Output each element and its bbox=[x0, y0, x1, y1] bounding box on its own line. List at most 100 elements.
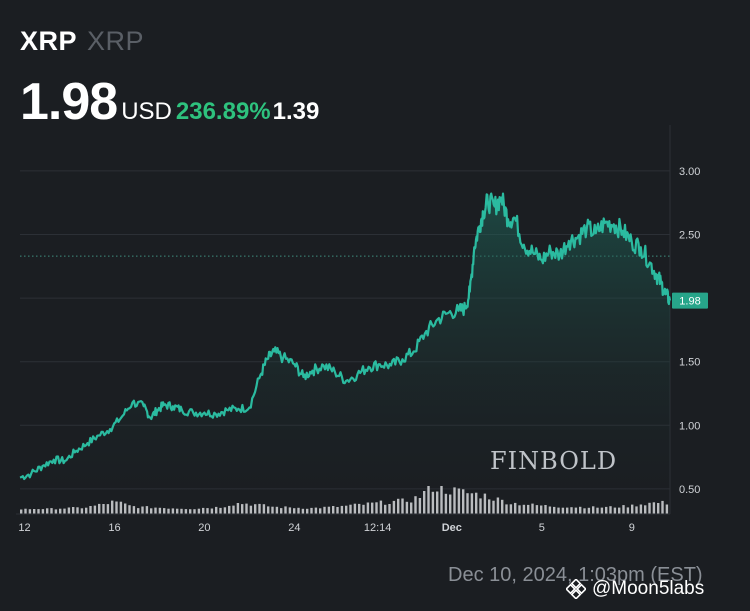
x-tick-label: 16 bbox=[108, 522, 120, 534]
volume-bar bbox=[566, 507, 569, 514]
volume-bar bbox=[362, 504, 365, 514]
volume-bar bbox=[111, 500, 114, 514]
volume-bar bbox=[37, 509, 40, 514]
volume-bar bbox=[492, 500, 495, 514]
volume-bar bbox=[505, 504, 508, 514]
volume-bar bbox=[215, 506, 218, 514]
y-tick-label: 0.50 bbox=[679, 484, 700, 496]
volume-bar bbox=[479, 498, 482, 514]
volume-bar bbox=[349, 504, 352, 514]
volume-bar bbox=[613, 507, 617, 514]
volume-bar bbox=[63, 508, 66, 514]
volume-bar bbox=[631, 504, 634, 514]
volume-bar bbox=[540, 505, 543, 514]
volume-bar bbox=[301, 508, 305, 514]
x-tick-label: 9 bbox=[629, 522, 635, 534]
volume-bar bbox=[223, 507, 227, 514]
volume-bar bbox=[587, 507, 591, 514]
volume-bar bbox=[115, 501, 118, 514]
volume-bar bbox=[67, 507, 71, 514]
volume-bar bbox=[574, 507, 578, 514]
volume-bar bbox=[271, 506, 274, 514]
volume-bar bbox=[366, 502, 370, 514]
volume-bar bbox=[609, 506, 612, 514]
current-price-label: 1.98 bbox=[672, 292, 708, 309]
volume-bar bbox=[85, 507, 88, 514]
volume-bar bbox=[648, 502, 651, 514]
volume-bar bbox=[635, 506, 638, 514]
price-line bbox=[19, 192, 672, 481]
x-tick-label: Dec bbox=[442, 522, 462, 534]
price-summary: 1.98 USD 236.89%1.39 bbox=[20, 72, 319, 132]
volume-bar bbox=[197, 508, 201, 514]
currency: USD bbox=[121, 98, 172, 125]
volume-bar bbox=[462, 489, 465, 514]
volume-bar bbox=[163, 508, 166, 514]
volume-bar bbox=[592, 506, 595, 514]
volume-bar bbox=[527, 504, 530, 514]
volume-bar bbox=[20, 509, 23, 514]
x-axis: 12 16 20 24 12:14 Dec 5 9 bbox=[16, 513, 670, 534]
watermark: @Moon5labs bbox=[565, 578, 705, 600]
volume-bar bbox=[418, 498, 422, 514]
volume-bar bbox=[557, 507, 560, 514]
volume-bar bbox=[501, 499, 504, 514]
volume-bar bbox=[284, 506, 287, 514]
volume-bar bbox=[319, 508, 322, 514]
volume-bar bbox=[167, 508, 170, 514]
volume-bar bbox=[392, 500, 396, 514]
volume-bar bbox=[98, 503, 101, 514]
volume-bar bbox=[570, 507, 573, 514]
volume-bar bbox=[553, 506, 556, 514]
asset-name: XRP bbox=[87, 26, 145, 56]
volume-bar bbox=[401, 498, 404, 514]
volume-bar bbox=[41, 509, 45, 514]
volume-bar bbox=[618, 507, 621, 514]
volume-bar bbox=[193, 509, 196, 514]
volume-bars bbox=[20, 486, 669, 514]
volume-bar bbox=[106, 504, 110, 514]
volume-bar bbox=[561, 507, 565, 514]
volume-bar bbox=[262, 504, 266, 514]
volume-bar bbox=[241, 504, 244, 514]
volume-bar bbox=[293, 508, 296, 514]
volume-bar bbox=[72, 507, 75, 514]
timestamp: Dec 10, 2024, 1:03pm (EST) bbox=[448, 564, 703, 586]
volume-bar bbox=[583, 508, 586, 514]
volume-bar bbox=[466, 493, 469, 514]
volume-bar bbox=[436, 491, 439, 514]
asset-title: XRP XRP bbox=[20, 26, 144, 57]
volume-bar bbox=[379, 500, 383, 514]
volume-bar bbox=[254, 504, 257, 514]
current-price-badge-text: 1.98 bbox=[679, 296, 700, 308]
volume-bar bbox=[124, 503, 127, 514]
volume-bar bbox=[548, 506, 552, 514]
volume-bar bbox=[384, 504, 387, 514]
volume-bar bbox=[340, 505, 344, 514]
volume-bar bbox=[132, 506, 136, 514]
watermark-text: @Moon5labs bbox=[592, 578, 705, 599]
volume-bar bbox=[310, 507, 313, 514]
volume-bar bbox=[54, 509, 58, 514]
volume-bar bbox=[184, 509, 188, 514]
volume-bar bbox=[102, 504, 105, 514]
volume-bar bbox=[358, 503, 361, 514]
volume-bar bbox=[314, 507, 318, 514]
volume-bar bbox=[327, 506, 331, 514]
price-area-fill bbox=[20, 193, 670, 508]
volume-bar bbox=[150, 508, 153, 514]
volume-bar bbox=[236, 503, 240, 514]
volume-bar bbox=[371, 502, 374, 514]
volume-bar bbox=[444, 493, 448, 514]
volume-bar bbox=[518, 505, 521, 514]
x-tick-label: 12 bbox=[18, 522, 30, 534]
volume-bar bbox=[280, 508, 283, 514]
x-tick-label: 12:14 bbox=[364, 522, 392, 534]
change-percent: 236.89% bbox=[175, 98, 271, 125]
volume-bar bbox=[449, 494, 452, 514]
volume-bar bbox=[457, 488, 461, 514]
volume-bar bbox=[509, 504, 513, 514]
x-tick-label: 20 bbox=[198, 522, 210, 534]
volume-bar bbox=[431, 491, 435, 514]
volume-bar bbox=[475, 492, 478, 514]
